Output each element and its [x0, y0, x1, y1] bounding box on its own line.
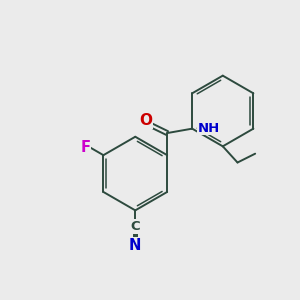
Text: O: O [140, 113, 152, 128]
Text: C: C [130, 220, 140, 233]
Text: N: N [129, 238, 142, 253]
Text: F: F [80, 140, 90, 155]
Text: NH: NH [197, 122, 220, 135]
